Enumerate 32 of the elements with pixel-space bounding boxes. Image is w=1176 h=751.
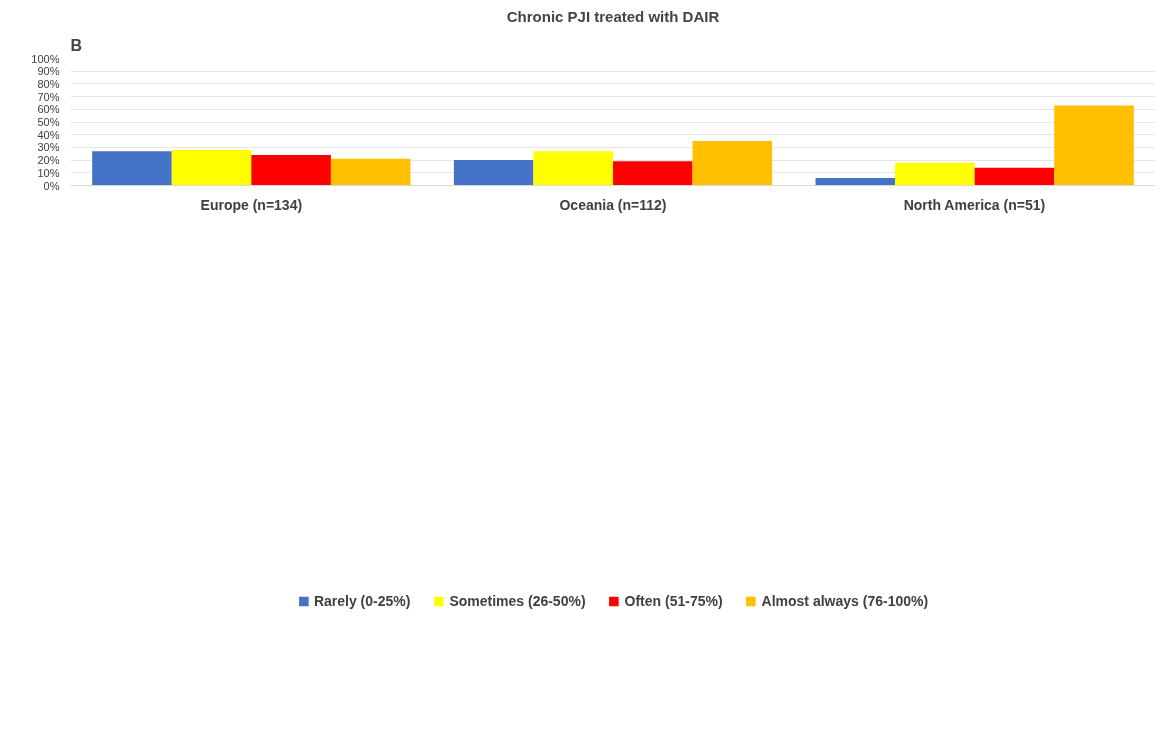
y-tick-label: 10% <box>37 166 60 179</box>
bar <box>92 151 172 186</box>
x-tick-label: North America (n=51) <box>903 196 1046 213</box>
x-tick-label: Oceania (n=112) <box>559 196 667 213</box>
y-tick-label: 90% <box>37 65 60 78</box>
legend-label: Often (51-75%) <box>624 593 723 609</box>
bar <box>1054 105 1134 186</box>
bar <box>330 158 411 186</box>
bar <box>692 141 773 186</box>
chart-title: Chronic PJI treated with DAIR <box>506 7 720 25</box>
legend-label: Rarely (0-25%) <box>313 593 411 609</box>
y-tick-label: 60% <box>37 103 60 116</box>
text: B <box>70 36 83 54</box>
y-tick-label: 70% <box>37 90 60 103</box>
bar <box>533 151 613 186</box>
bar <box>613 161 693 186</box>
bar <box>251 155 331 186</box>
y-tick-label: 40% <box>37 128 60 141</box>
x-tick-label: Europe (n=134) <box>200 196 303 213</box>
y-tick-label: 30% <box>37 141 60 154</box>
y-tick-label: 80% <box>37 77 60 90</box>
y-tick-label: 50% <box>37 116 60 128</box>
bar <box>171 149 252 186</box>
bar <box>974 167 1055 186</box>
y-tick-label: 100% <box>31 52 60 65</box>
y-tick-label: 20% <box>37 154 60 167</box>
bar <box>815 177 896 186</box>
legend-label: Sometimes (26-50%) <box>449 593 586 609</box>
legend-label: Almost always (76-100%) <box>761 593 929 609</box>
bar <box>453 160 534 186</box>
bar <box>895 162 975 186</box>
y-tick-label: 0% <box>43 179 60 192</box>
